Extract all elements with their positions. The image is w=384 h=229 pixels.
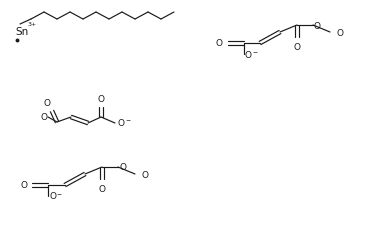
Text: O: O [216, 39, 223, 48]
Text: −: − [252, 49, 257, 54]
Text: 3+: 3+ [28, 22, 37, 27]
Text: O: O [141, 170, 148, 179]
Text: O: O [119, 163, 126, 172]
Text: O: O [43, 98, 51, 108]
Text: −: − [125, 117, 130, 122]
Text: O: O [20, 181, 27, 190]
Text: O: O [40, 113, 48, 122]
Text: O: O [49, 192, 56, 201]
Text: O: O [99, 184, 106, 193]
Text: O: O [293, 43, 301, 52]
Text: O: O [118, 119, 125, 128]
Text: O: O [245, 50, 252, 59]
Text: −: − [56, 191, 61, 196]
Text: Sn: Sn [15, 27, 28, 37]
Text: O: O [314, 21, 321, 30]
Text: O: O [98, 95, 104, 104]
Text: O: O [337, 28, 344, 37]
